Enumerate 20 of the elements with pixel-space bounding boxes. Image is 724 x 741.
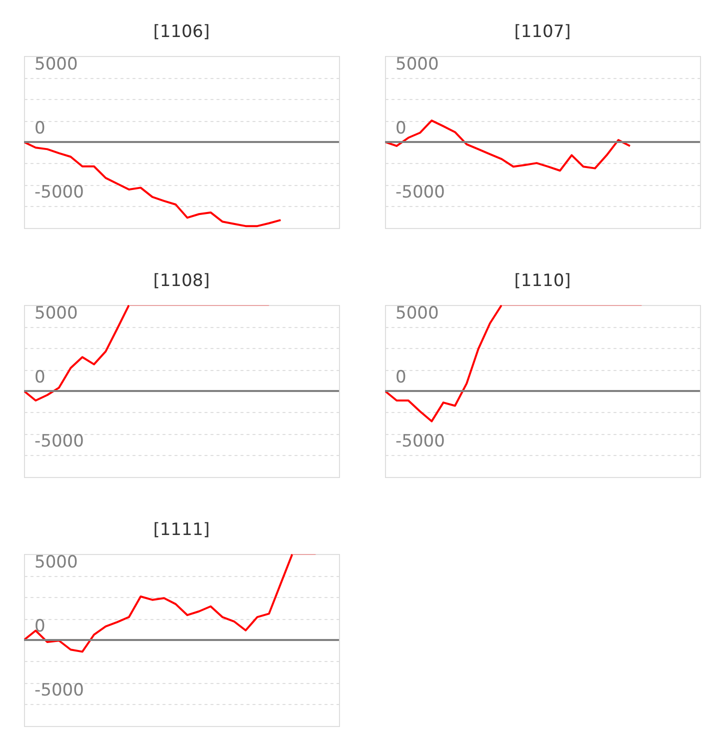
- y-tick-label: 5000: [396, 303, 439, 324]
- y-tick-label: 0: [396, 118, 406, 138]
- chart-title: [1110]: [514, 270, 571, 291]
- y-tick-label: 0: [34, 368, 46, 388]
- y-tick-label: 0: [396, 368, 406, 388]
- chart-title: [1107]: [514, 22, 571, 42]
- chart-title: [1111]: [153, 520, 210, 540]
- y-tick-label: -5000: [396, 182, 445, 203]
- y-tick-label: -5000: [34, 680, 84, 701]
- chart-title: [1106]: [153, 22, 210, 42]
- y-tick-label: -5000: [396, 432, 445, 452]
- y-tick-label: 5000: [396, 54, 439, 74]
- y-tick-label: 0: [34, 118, 46, 138]
- chart-title: [1108]: [153, 270, 210, 291]
- y-tick-label: 0: [34, 616, 46, 636]
- y-tick-label: 5000: [34, 552, 78, 572]
- y-tick-label: -5000: [34, 182, 84, 203]
- y-tick-label: 5000: [34, 54, 78, 74]
- y-tick-label: 5000: [34, 303, 78, 324]
- y-tick-label: -5000: [34, 432, 84, 452]
